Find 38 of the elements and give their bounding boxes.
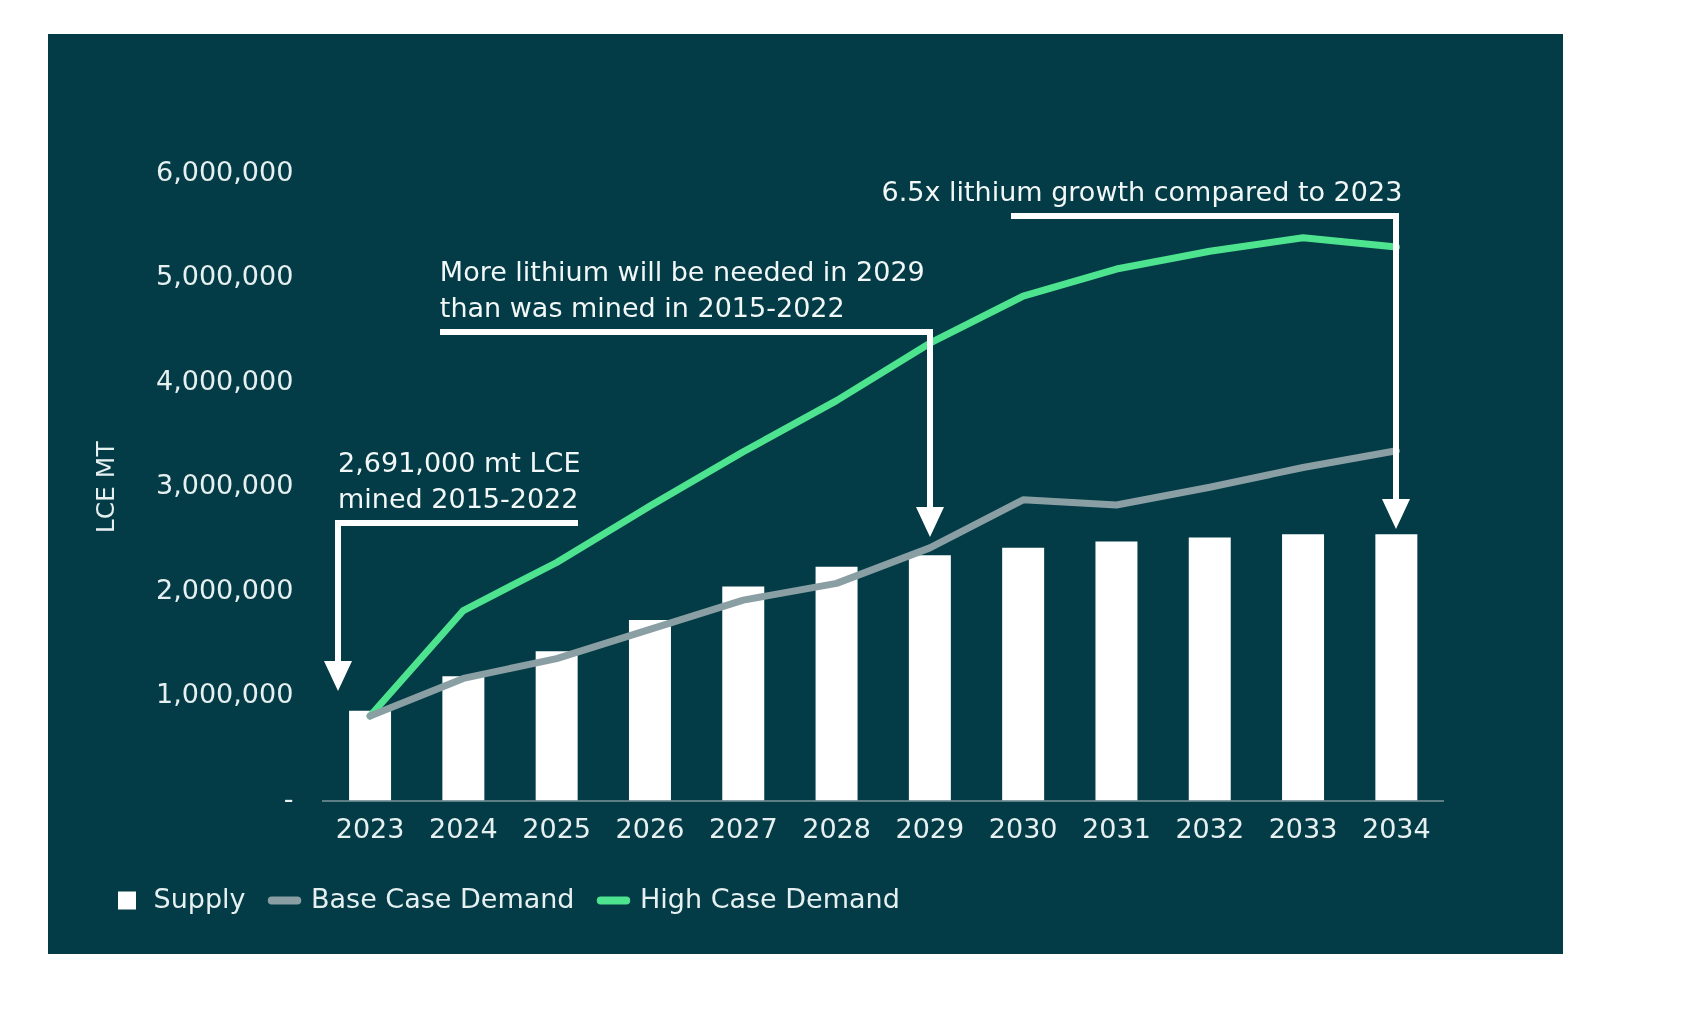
y-tick-label: 5,000,000 bbox=[155, 260, 294, 292]
bar bbox=[535, 651, 578, 801]
legend-label: Base Case Demand bbox=[311, 882, 575, 914]
legend-label: Supply bbox=[153, 882, 246, 914]
x-tick-label: 2032 bbox=[1175, 812, 1245, 844]
x-tick-label: 2023 bbox=[335, 812, 405, 844]
y-tick-label: 6,000,000 bbox=[155, 156, 294, 188]
annotation: More lithium will be needed in 2029 than was mined in 2015-2022 bbox=[439, 255, 926, 326]
x-tick-label: 2028 bbox=[802, 812, 871, 844]
x-tick-label: 2030 bbox=[988, 812, 1058, 844]
bar bbox=[349, 710, 392, 801]
bar bbox=[1282, 534, 1325, 801]
y-axis-title: LCE MT bbox=[90, 440, 120, 534]
annotation: 2,691,000 mt LCE mined 2015-2022 bbox=[338, 445, 582, 516]
y-tick-label: 3,000,000 bbox=[155, 469, 294, 501]
x-tick-label: 2026 bbox=[615, 812, 685, 844]
y-tick-label: 1,000,000 bbox=[155, 678, 294, 710]
legend-label: High Case Demand bbox=[640, 882, 900, 914]
x-tick-label: 2029 bbox=[895, 812, 965, 844]
x-tick-label: 2033 bbox=[1268, 812, 1338, 844]
bar bbox=[908, 555, 951, 801]
y-tick-label: - bbox=[283, 782, 294, 814]
x-tick-label: 2025 bbox=[522, 812, 592, 844]
annotation: 6.5x lithium growth compared to 2023 bbox=[880, 175, 1403, 210]
y-tick-label: 2,000,000 bbox=[155, 573, 294, 605]
bar bbox=[628, 619, 671, 801]
x-tick-label: 2027 bbox=[708, 812, 778, 844]
bar bbox=[1188, 537, 1231, 801]
x-tick-label: 2031 bbox=[1082, 812, 1151, 844]
bar bbox=[1002, 547, 1045, 801]
x-tick-label: 2024 bbox=[429, 812, 498, 844]
y-tick-label: 4,000,000 bbox=[155, 364, 294, 396]
bar bbox=[442, 676, 485, 801]
bar bbox=[1375, 534, 1418, 801]
x-tick-label: 2034 bbox=[1361, 812, 1431, 844]
bar bbox=[1095, 541, 1138, 801]
bar bbox=[722, 586, 765, 801]
bar bbox=[815, 566, 858, 801]
